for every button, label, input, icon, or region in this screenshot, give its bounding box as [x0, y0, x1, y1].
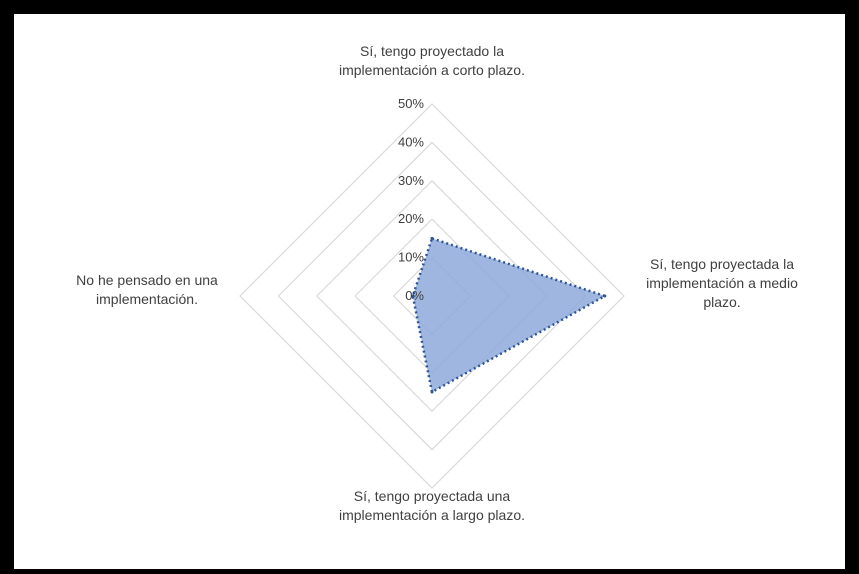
chart-area: 0% 10% 20% 30% 40% 50% Sí, tengo proyectado l… [14, 14, 845, 569]
radar-chart: 0% 10% 20% 30% 40% 50% Sí, tengo proyectado l… [76, 43, 798, 523]
series-point [411, 294, 415, 298]
grid-ring [315, 179, 549, 413]
category-label: Sí, tengo proyectado la implementación a … [339, 43, 525, 78]
category-label: Sí, tengo proyectada la implementación a … [646, 256, 798, 310]
radial-tick-labels: 0% 10% 20% 30% 40% 50% [398, 96, 424, 303]
tick-label: 50% [398, 96, 424, 111]
tick-label: 10% [398, 250, 424, 265]
category-labels: Sí, tengo proyectado la implementación a … [76, 43, 798, 523]
grid-ring [277, 141, 587, 451]
category-label: No he pensado en una implementación. [76, 272, 218, 307]
radar-series [411, 236, 608, 394]
tick-label: 30% [398, 173, 424, 188]
series-point [430, 236, 434, 240]
tick-label: 40% [398, 134, 424, 149]
series-point [603, 294, 607, 298]
tick-label: 0% [405, 288, 424, 303]
category-label: Sí, tengo proyectada una implementación a… [339, 488, 525, 523]
grid-ring [239, 103, 625, 489]
series-area [411, 236, 608, 394]
tick-label: 20% [398, 211, 424, 226]
series-point [430, 390, 434, 394]
